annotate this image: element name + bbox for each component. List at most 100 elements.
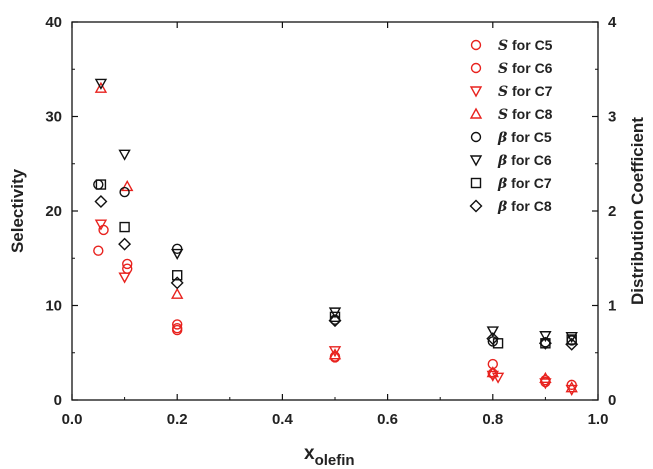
data-point bbox=[122, 258, 133, 270]
data-point bbox=[565, 331, 578, 344]
legend-label: S for C7 bbox=[498, 83, 553, 100]
legend-text: for C6 bbox=[508, 60, 553, 76]
data-point bbox=[94, 219, 108, 231]
legend-text: for C5 bbox=[508, 37, 553, 53]
y-tick-label: 0 bbox=[54, 392, 62, 409]
x-axis-title: xolefin bbox=[304, 443, 355, 469]
data-point bbox=[171, 243, 183, 255]
data-point bbox=[98, 224, 109, 236]
data-point bbox=[94, 195, 108, 209]
data-point bbox=[565, 337, 579, 351]
legend-item: S for C6 bbox=[470, 60, 553, 77]
legend-symbol: S bbox=[498, 84, 508, 100]
legend-marker bbox=[469, 155, 483, 167]
x-tick-label: 0.4 bbox=[272, 411, 294, 428]
y2-tick-label: 3 bbox=[608, 109, 616, 126]
legend-marker bbox=[470, 131, 482, 143]
legend-marker bbox=[469, 86, 483, 98]
legend-item: β for C6 bbox=[469, 152, 552, 169]
data-point bbox=[171, 248, 184, 260]
data-point bbox=[538, 336, 552, 350]
legend-text: for C7 bbox=[507, 175, 552, 191]
x-tick-label: 0.0 bbox=[62, 411, 83, 428]
data-point bbox=[540, 338, 551, 349]
legend-text: for C7 bbox=[508, 83, 553, 99]
data-point bbox=[171, 287, 184, 299]
legend-label: S for C6 bbox=[498, 60, 553, 77]
data-point bbox=[328, 348, 342, 360]
data-point bbox=[486, 326, 499, 338]
legend-symbol: S bbox=[498, 61, 508, 77]
data-point bbox=[95, 179, 107, 190]
legend-item: β for C5 bbox=[470, 129, 552, 146]
data-point bbox=[539, 378, 552, 390]
legend-symbol: S bbox=[498, 38, 508, 54]
data-point bbox=[119, 221, 130, 233]
data-point bbox=[121, 179, 134, 192]
series-0 bbox=[93, 224, 577, 391]
legend-marker bbox=[470, 62, 482, 74]
x-axis-title-main: x bbox=[304, 443, 315, 464]
data-point bbox=[566, 379, 577, 391]
legend-label: β for C5 bbox=[497, 129, 552, 146]
legend-marker bbox=[469, 199, 483, 213]
x-tick-label: 0.6 bbox=[377, 411, 398, 428]
data-point bbox=[491, 372, 505, 384]
data-point bbox=[565, 381, 578, 393]
data-point bbox=[118, 237, 132, 251]
data-point bbox=[170, 276, 184, 290]
data-point bbox=[118, 149, 131, 161]
y2-axis-title: Distribution Coefficient bbox=[628, 117, 647, 305]
data-point bbox=[93, 245, 104, 256]
legend: S for C5S for C6S for C7S for C8β for C5… bbox=[469, 37, 553, 215]
legend-label: S for C5 bbox=[498, 37, 553, 54]
legend-label: β for C6 bbox=[497, 152, 552, 169]
data-point bbox=[94, 81, 108, 93]
data-point bbox=[539, 331, 552, 343]
legend-item: S for C5 bbox=[470, 37, 553, 54]
data-point bbox=[329, 311, 341, 323]
y-tick-label: 40 bbox=[45, 14, 62, 31]
data-point bbox=[566, 334, 577, 345]
legend-label: β for C8 bbox=[497, 198, 552, 215]
data-point bbox=[539, 371, 552, 383]
x-tick-label: 1.0 bbox=[588, 411, 609, 428]
y2-tick-label: 2 bbox=[608, 203, 616, 220]
data-point bbox=[119, 186, 130, 198]
legend-text: for C6 bbox=[507, 152, 552, 168]
y-axis-title: Selectivity bbox=[8, 168, 27, 253]
legend-item: β for C8 bbox=[469, 198, 552, 215]
legend-text: for C8 bbox=[508, 106, 553, 122]
legend-label: S for C8 bbox=[498, 106, 553, 123]
legend-marker bbox=[470, 39, 482, 51]
data-point bbox=[492, 338, 504, 349]
data-point bbox=[328, 346, 342, 358]
y2-tick-label: 1 bbox=[608, 298, 616, 315]
y-tick-label: 10 bbox=[45, 298, 62, 315]
y2-tick-label: 0 bbox=[608, 392, 616, 409]
legend-item: S for C7 bbox=[469, 83, 553, 100]
y2-tick-label: 4 bbox=[608, 14, 617, 31]
x-axis-title-subscript: olefin bbox=[315, 452, 355, 469]
legend-item: S for C8 bbox=[469, 106, 553, 123]
legend-label: β for C7 bbox=[497, 175, 552, 192]
legend-marker bbox=[470, 177, 482, 189]
data-point bbox=[565, 384, 578, 397]
data-point bbox=[486, 366, 499, 378]
data-point bbox=[486, 332, 500, 346]
x-tick-label: 0.2 bbox=[167, 411, 188, 428]
legend-symbol: β bbox=[497, 153, 508, 169]
series-7 bbox=[94, 195, 579, 351]
data-point bbox=[171, 270, 183, 281]
data-point bbox=[328, 314, 342, 328]
legend-symbol: β bbox=[497, 176, 508, 192]
data-point bbox=[171, 319, 183, 330]
data-marks bbox=[93, 78, 579, 397]
legend-item: β for C7 bbox=[470, 175, 552, 192]
axes: 0.0 0.2 0.4 0.6 0.8 1.0 0 10 20 30 40 0 1 2 3 4 bbox=[45, 14, 617, 428]
legend-marker bbox=[469, 107, 483, 119]
y-tick-label: 30 bbox=[45, 109, 62, 126]
legend-symbol: β bbox=[497, 130, 508, 146]
series-3 bbox=[94, 81, 578, 393]
